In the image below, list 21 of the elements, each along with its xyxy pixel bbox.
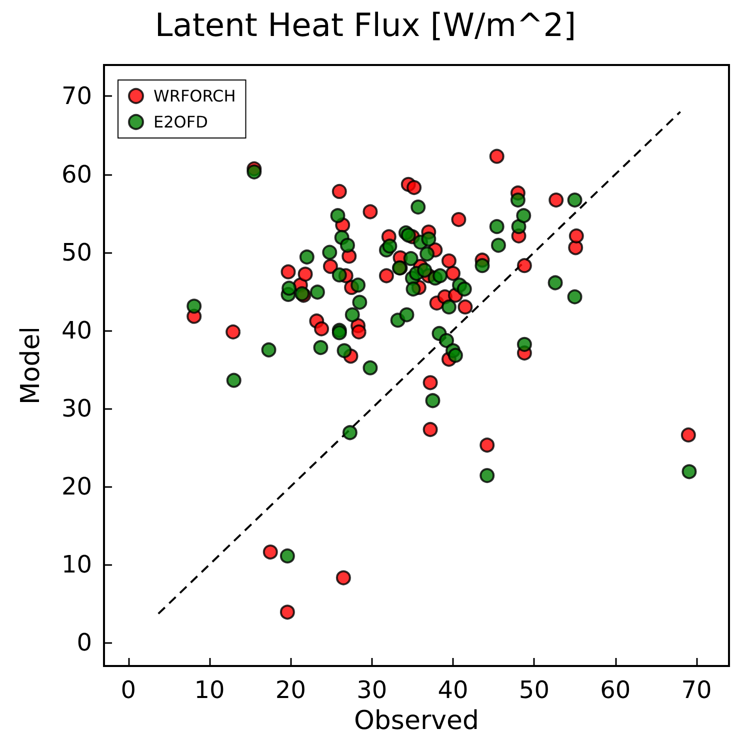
x-tick-label: 70: [681, 676, 712, 704]
x-axis-title: Observed: [354, 706, 480, 736]
y-tick-label: 70: [61, 82, 92, 110]
y-tick-label: 0: [76, 628, 92, 657]
x-tick-label: 60: [600, 676, 631, 704]
y-tick-label: 40: [61, 316, 92, 344]
legend-label: E2OFD: [154, 112, 208, 132]
y-tick-label: 50: [61, 238, 92, 266]
x-tick-label: 30: [356, 676, 388, 704]
y-tick-label: 30: [61, 394, 92, 422]
y-axis-title: Model: [16, 326, 46, 405]
y-tick-label: 20: [61, 472, 92, 500]
x-tick-label: 0: [120, 676, 136, 704]
chart-title: Latent Heat Flux [W/m^2]: [154, 6, 576, 44]
x-tick-label: 10: [194, 676, 225, 704]
x-tick-label: 50: [518, 676, 550, 704]
x-tick-label: 20: [275, 676, 306, 704]
y-tick-label: 10: [61, 550, 92, 579]
y-tick-label: 60: [61, 160, 92, 188]
legend-label: WRFORCH: [154, 86, 236, 106]
x-tick-label: 40: [438, 676, 468, 704]
